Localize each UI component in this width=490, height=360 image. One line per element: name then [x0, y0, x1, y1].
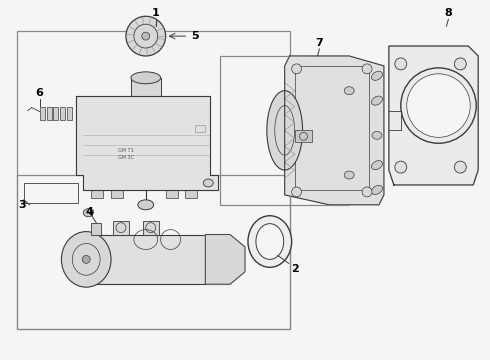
Ellipse shape: [138, 200, 154, 210]
Bar: [185, 190, 197, 198]
Ellipse shape: [203, 179, 213, 187]
Text: 8: 8: [444, 8, 452, 18]
Text: GM 71: GM 71: [118, 148, 134, 153]
Ellipse shape: [267, 91, 302, 170]
Circle shape: [126, 16, 166, 56]
Text: 3: 3: [18, 200, 25, 210]
Circle shape: [362, 64, 372, 74]
Bar: [166, 190, 177, 198]
Text: 5: 5: [192, 31, 199, 41]
Bar: [40, 107, 45, 121]
Ellipse shape: [131, 72, 161, 84]
Bar: [47, 107, 51, 121]
Ellipse shape: [371, 185, 383, 194]
Bar: [111, 190, 123, 198]
Ellipse shape: [372, 131, 382, 139]
Bar: [294, 130, 313, 142]
Bar: [113, 221, 129, 235]
Text: 1: 1: [152, 8, 160, 18]
Bar: [294, 66, 369, 190]
Circle shape: [142, 32, 150, 40]
Bar: [17, 31, 290, 329]
Polygon shape: [285, 56, 384, 205]
Bar: [131, 78, 161, 96]
Bar: [220, 56, 349, 205]
Polygon shape: [389, 46, 478, 185]
Text: 6: 6: [36, 88, 44, 98]
Polygon shape: [205, 235, 245, 284]
Bar: [53, 107, 58, 121]
Circle shape: [454, 161, 466, 173]
Circle shape: [454, 58, 466, 70]
Bar: [91, 190, 103, 198]
Bar: [17, 175, 290, 329]
Circle shape: [82, 255, 90, 264]
Bar: [143, 221, 159, 235]
Ellipse shape: [248, 216, 292, 267]
Text: 7: 7: [316, 38, 323, 48]
Circle shape: [407, 74, 470, 137]
Circle shape: [362, 187, 372, 197]
Bar: [86, 235, 230, 284]
Circle shape: [401, 68, 476, 143]
Polygon shape: [76, 96, 218, 190]
Bar: [91, 223, 101, 235]
Ellipse shape: [256, 224, 284, 260]
Text: 4: 4: [85, 207, 93, 217]
Ellipse shape: [371, 161, 383, 170]
Text: 2: 2: [291, 264, 298, 274]
Bar: [60, 107, 65, 121]
Ellipse shape: [344, 87, 354, 95]
Circle shape: [292, 187, 301, 197]
Circle shape: [395, 161, 407, 173]
Text: GM 3C: GM 3C: [118, 155, 134, 160]
Circle shape: [395, 58, 407, 70]
Bar: [196, 125, 205, 132]
Ellipse shape: [371, 96, 383, 105]
Ellipse shape: [61, 231, 111, 287]
Ellipse shape: [83, 209, 93, 217]
Circle shape: [292, 64, 301, 74]
Bar: [24, 183, 78, 203]
Ellipse shape: [344, 171, 354, 179]
Bar: [68, 107, 73, 121]
Ellipse shape: [371, 71, 383, 80]
